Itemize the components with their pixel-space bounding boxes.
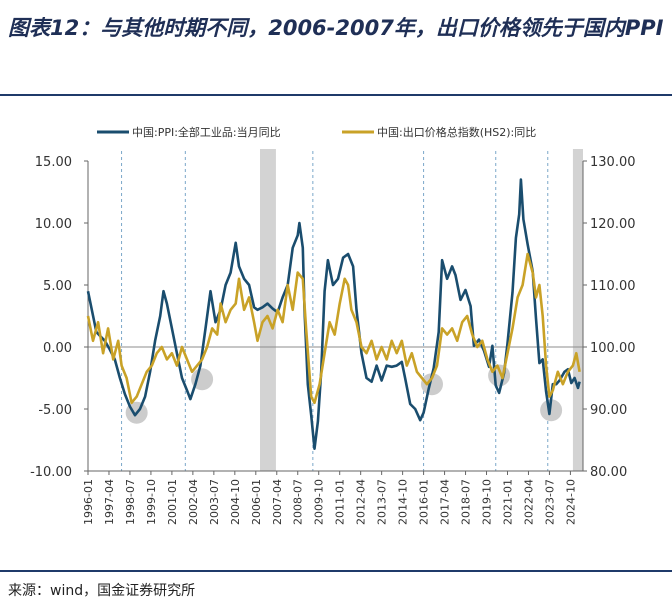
shaded-period-1 xyxy=(572,149,583,471)
x-tick-label-22: 2023-07 xyxy=(543,479,556,525)
series-line-export xyxy=(86,252,581,405)
right-tick-label-4: 120.00 xyxy=(590,217,636,232)
x-tick-label-3: 1999-10 xyxy=(145,479,158,525)
x-tick-label-5: 2002-04 xyxy=(187,479,200,525)
legend-label-export: 中国:出口价格总指数(HS2):同比 xyxy=(377,125,536,139)
x-tick-label-18: 2018-07 xyxy=(460,479,473,525)
legend: 中国:PPI:全部工业品:当月同比 中国:出口价格总指数(HS2):同比 xyxy=(97,125,536,139)
x-tick-label-12: 2011-01 xyxy=(334,479,347,525)
x-tick-label-10: 2008-07 xyxy=(292,479,305,525)
x-tick-label-0: 1996-01 xyxy=(82,479,95,525)
series-lines xyxy=(86,178,581,451)
left-tick-label-5: 15.00 xyxy=(35,155,72,170)
axes xyxy=(87,161,584,472)
right-axis-ticks: 80.00 90.00 100.00 110.00 120.00 130.00 xyxy=(583,155,636,480)
x-tick-label-14: 2013-07 xyxy=(376,479,389,525)
highlight-circle-2 xyxy=(420,373,443,396)
x-tick-label-19: 2019-10 xyxy=(481,479,494,525)
dashed-markers xyxy=(121,151,549,471)
x-tick-label-13: 2012-04 xyxy=(355,479,368,525)
x-tick-label-17: 2017-04 xyxy=(439,479,452,525)
x-tick-label-7: 2004-10 xyxy=(229,479,242,525)
shaded-periods xyxy=(259,149,583,471)
right-tick-label-1: 90.00 xyxy=(590,403,627,418)
left-tick-label-2: 0.00 xyxy=(43,341,72,356)
right-tick-label-3: 110.00 xyxy=(590,279,636,294)
x-tick-label-11: 2009-10 xyxy=(313,479,326,525)
left-tick-label-1: -5.00 xyxy=(38,403,72,418)
x-tick-label-4: 2001-01 xyxy=(166,479,179,525)
x-tick-label-8: 2006-01 xyxy=(250,479,263,525)
x-tick-label-9: 2007-04 xyxy=(271,479,284,525)
x-tick-label-20: 2021-01 xyxy=(501,479,514,525)
page-title: 图表12：与其他时期不同，2006-2007年，出口价格领先于国内PPI xyxy=(8,16,664,40)
right-tick-label-0: 80.00 xyxy=(590,465,627,480)
left-tick-label-3: 5.00 xyxy=(43,279,72,294)
x-tick-label-15: 2014-10 xyxy=(397,479,410,525)
x-tick-label-6: 2003-07 xyxy=(208,479,221,525)
top-rule xyxy=(0,94,672,96)
x-tick-label-2: 1998-07 xyxy=(124,479,137,525)
left-axis-ticks: -10.00 -5.00 0.00 5.00 10.00 15.00 xyxy=(30,155,88,480)
bottom-rule xyxy=(0,570,672,572)
source-note: 来源：wind，国金证券研究所 xyxy=(8,583,196,599)
highlight-circle-1 xyxy=(191,368,214,391)
shaded-period-0 xyxy=(259,149,276,471)
x-tick-label-1: 1997-04 xyxy=(103,479,116,525)
right-tick-label-2: 100.00 xyxy=(590,341,636,356)
x-tick-label-23: 2024-10 xyxy=(564,479,577,525)
legend-label-ppi: 中国:PPI:全部工业品:当月同比 xyxy=(132,125,281,139)
left-tick-label-0: -10.00 xyxy=(30,465,72,480)
x-tick-label-21: 2022-04 xyxy=(522,479,535,525)
x-axis-ticks: 1996-01 1997-04 1998-07 1999-10 2001-01 2002-… xyxy=(82,471,577,525)
x-tick-label-16: 2016-01 xyxy=(418,479,431,525)
series-line-ppi xyxy=(86,178,581,451)
left-tick-label-4: 10.00 xyxy=(35,217,72,232)
right-tick-label-5: 130.00 xyxy=(590,155,636,170)
chart: 中国:PPI:全部工业品:当月同比 中国:出口价格总指数(HS2):同比 -10… xyxy=(30,125,636,525)
